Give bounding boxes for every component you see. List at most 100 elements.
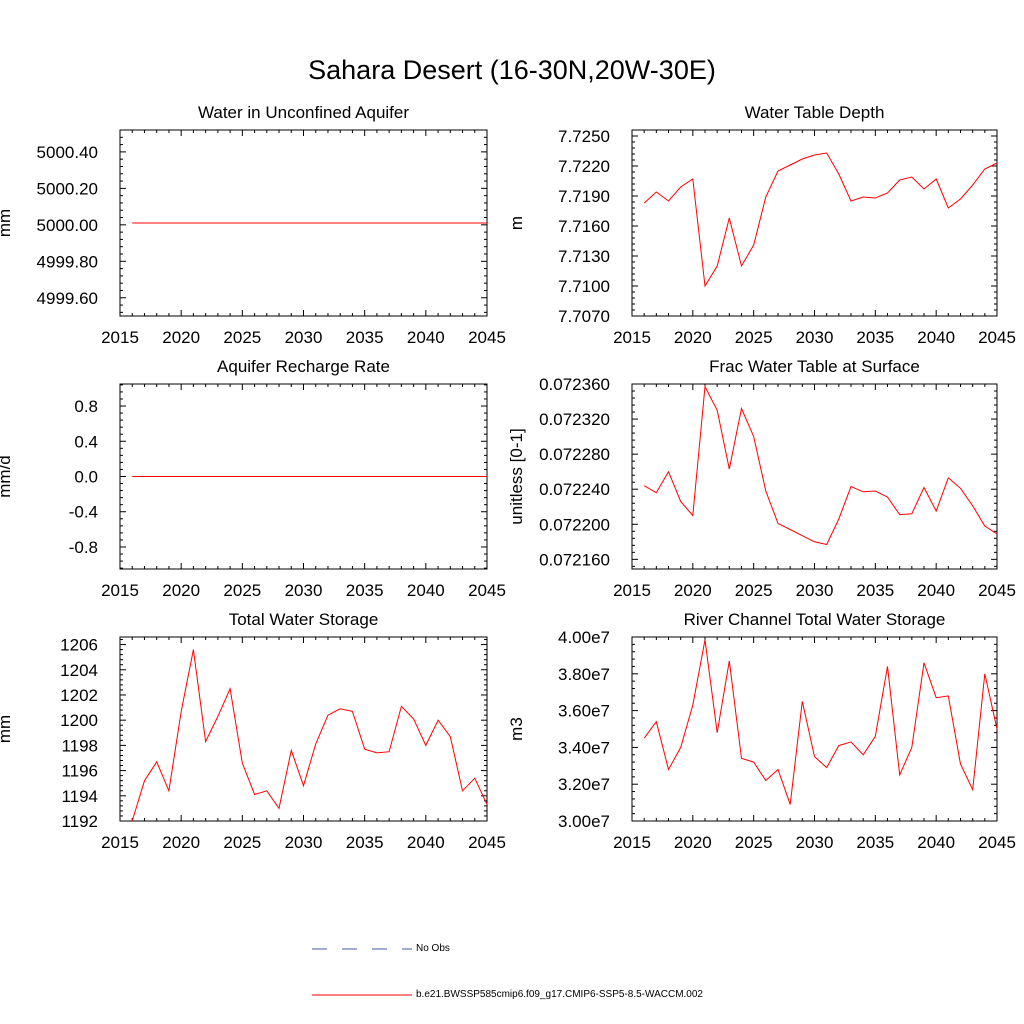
y-tick-label: 3.40e7 (558, 738, 610, 757)
x-tick-label: 2045 (468, 328, 506, 347)
x-tick-label: 2020 (674, 833, 712, 852)
x-tick-label: 2030 (285, 328, 323, 347)
y-tick-label: 5000.20 (37, 179, 98, 198)
x-tick-label: 2015 (101, 328, 139, 347)
y-tick-label: 3.00e7 (558, 812, 610, 831)
y-tick-label: 0.072200 (539, 515, 610, 534)
series-line (643, 384, 998, 546)
y-tick-label: 3.60e7 (558, 702, 610, 721)
y-tick-label: 7.7130 (558, 247, 610, 266)
x-tick-label: 2040 (917, 833, 955, 852)
panel-title: Water in Unconfined Aquifer (198, 103, 409, 122)
y-tick-label: 1200 (60, 711, 98, 730)
x-tick-label: 2020 (162, 581, 200, 600)
y-axis-label: mm/d (0, 455, 14, 498)
y-tick-label: 5000.40 (37, 143, 98, 162)
panel-1: 2015 2020 2025 2030 2035 2040 2045 4999.60 4999.… (0, 103, 506, 347)
x-tick-label: 2015 (101, 833, 139, 852)
panel-title: River Channel Total Water Storage (684, 610, 946, 629)
x-tick-label: 2025 (223, 833, 261, 852)
y-axis-label: unitless [0-1] (507, 428, 526, 524)
x-tick-label: 2015 (613, 328, 651, 347)
x-tick-label: 2045 (468, 581, 506, 600)
y-tick-label: 7.7100 (558, 277, 610, 296)
panel-5: 2015 2020 2025 2030 2035 2040 2045 1192 1194 1196… (0, 610, 506, 852)
y-tick-label: 3.20e7 (558, 775, 610, 794)
x-tick-label: 2035 (856, 833, 894, 852)
x-tick-label: 2035 (346, 581, 384, 600)
y-tick-label: -0.4 (69, 503, 98, 522)
x-tick-label: 2030 (796, 833, 834, 852)
y-tick-label: 0.072160 (539, 550, 610, 569)
y-tick-label: 0.072360 (539, 375, 610, 394)
x-tick-label: 2045 (978, 581, 1016, 600)
plot-frame (119, 636, 488, 822)
y-tick-label: 0.4 (74, 432, 98, 451)
y-tick-label: 1204 (60, 661, 98, 680)
y-tick-label: 7.7070 (558, 307, 610, 326)
panel-4: 2015 2020 2025 2030 2035 2040 2045 0.072160 0.07… (507, 357, 1016, 600)
x-tick-label: 2020 (162, 833, 200, 852)
x-tick-label: 2030 (796, 328, 834, 347)
panel-title: Water Table Depth (745, 103, 885, 122)
panel-title: Frac Water Table at Surface (709, 357, 920, 376)
x-tick-label: 2025 (735, 833, 773, 852)
x-tick-label: 2035 (346, 328, 384, 347)
y-tick-label: 0.0 (74, 468, 98, 487)
y-tick-label: 0.072320 (539, 410, 610, 429)
x-tick-label: 2035 (856, 328, 894, 347)
y-tick-label: 3.80e7 (558, 665, 610, 684)
y-tick-label: 1192 (61, 812, 98, 831)
x-tick-label: 2025 (735, 581, 773, 600)
y-tick-label: 0.072240 (539, 480, 610, 499)
y-axis-label: mm (0, 715, 14, 743)
x-tick-label: 2035 (856, 581, 894, 600)
y-tick-label: 0.8 (74, 397, 98, 416)
y-tick-label: 7.7220 (558, 157, 610, 176)
y-tick-label: 1194 (61, 787, 98, 806)
series-line (643, 639, 998, 805)
x-tick-label: 2030 (285, 833, 323, 852)
plot-frame (631, 129, 998, 317)
x-tick-label: 2030 (285, 581, 323, 600)
y-tick-label: 7.7190 (558, 187, 610, 206)
y-tick-label: 1206 (60, 636, 98, 655)
panel-6: 2015 2020 2025 2030 2035 2040 2045 3.00e7 3.20e7… (507, 610, 1016, 852)
y-tick-label: 4999.60 (37, 289, 98, 308)
x-tick-label: 2045 (978, 833, 1016, 852)
x-tick-label: 2045 (978, 328, 1016, 347)
panel-2: 2015 2020 2025 2030 2035 2040 2045 7.7070 7.7100… (507, 103, 1016, 347)
y-tick-label: 7.7160 (558, 217, 610, 236)
y-tick-label: 1198 (61, 736, 98, 755)
panel-title: Aquifer Recharge Rate (217, 357, 390, 376)
x-tick-label: 2035 (346, 833, 384, 852)
panel-3: 2015 2020 2025 2030 2035 2040 2045 -0.8 -0.4 0.0 0… (0, 357, 506, 600)
x-tick-label: 2040 (917, 581, 955, 600)
y-tick-label: 4999.80 (37, 252, 98, 271)
y-tick-label: 1196 (61, 762, 98, 781)
y-axis-label: mm (0, 209, 14, 237)
y-axis-label: m3 (507, 717, 526, 741)
y-tick-label: -0.8 (69, 538, 98, 557)
y-tick-label: 7.7250 (558, 127, 610, 146)
y-tick-label: 5000.00 (37, 216, 98, 235)
y-tick-label: 1202 (60, 686, 98, 705)
y-tick-label: 0.072280 (539, 445, 610, 464)
x-tick-label: 2015 (613, 581, 651, 600)
x-tick-label: 2045 (468, 833, 506, 852)
x-tick-label: 2025 (735, 328, 773, 347)
x-tick-label: 2020 (674, 581, 712, 600)
series-line (643, 152, 998, 288)
series-line (131, 649, 488, 822)
panel-title: Total Water Storage (229, 610, 379, 629)
y-tick-label: 4.00e7 (558, 628, 610, 647)
figure-title: Sahara Desert (16-30N,20W-30E) (308, 55, 716, 85)
x-tick-label: 2040 (407, 328, 445, 347)
x-tick-label: 2025 (223, 328, 261, 347)
x-tick-label: 2030 (796, 581, 834, 600)
x-tick-label: 2020 (162, 328, 200, 347)
y-axis-label: m (507, 216, 526, 230)
x-tick-label: 2025 (223, 581, 261, 600)
